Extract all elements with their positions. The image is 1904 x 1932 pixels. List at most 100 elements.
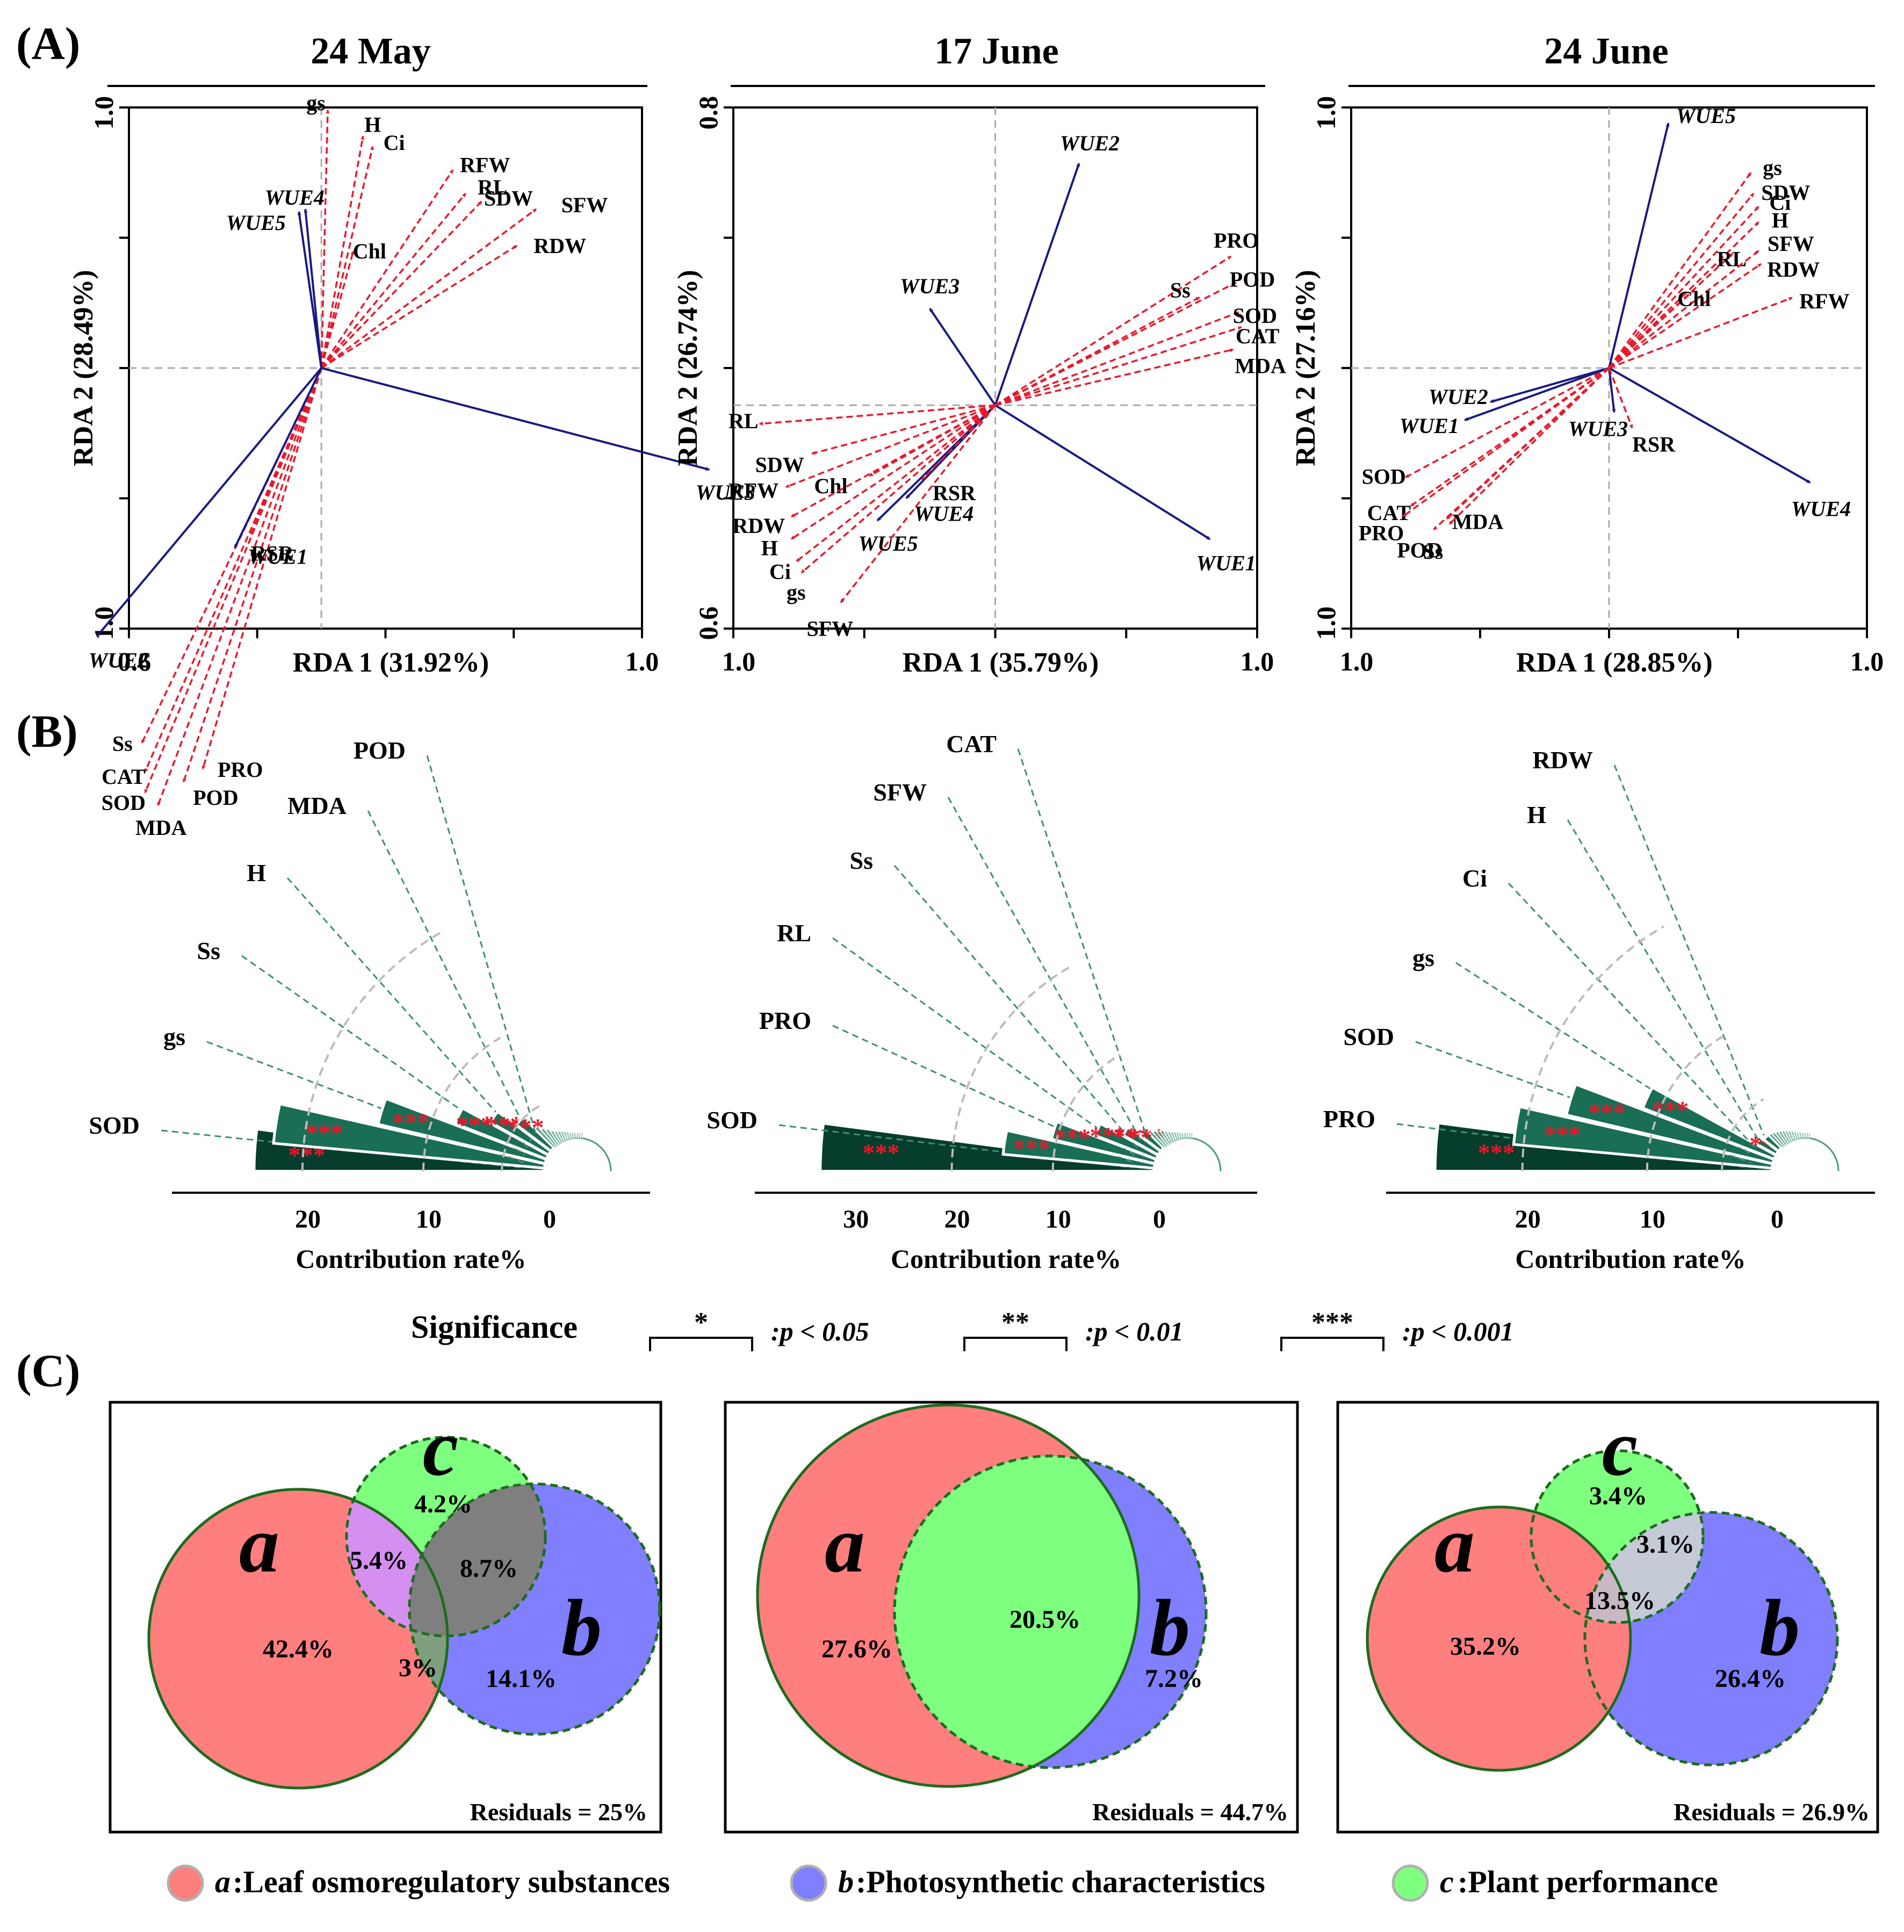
contribution-tick-20: 20: [944, 1205, 970, 1234]
leader-line-rdw: [1613, 765, 1765, 1136]
venn-outline-a: [1366, 1505, 1632, 1772]
vector-label-mda: MDA: [135, 816, 187, 840]
contribution-axis-label: Contribution rate%: [1515, 1244, 1746, 1274]
venn-frame: [724, 1401, 1299, 1834]
contribution-tick-0: 0: [1153, 1205, 1166, 1234]
contribution-tick-10: 10: [416, 1205, 442, 1234]
y-tick-label-min: 0.6: [693, 607, 723, 640]
contribution-label-gs: gs: [1412, 944, 1434, 971]
leader-line-h: [286, 877, 529, 1149]
legend-key-c: c: [1440, 1864, 1454, 1899]
vector-label-wue3: WUE3: [900, 274, 960, 298]
reference-ring: [950, 966, 1070, 1172]
region-value: 3%: [399, 1654, 437, 1682]
significance-stars: ***: [1651, 1096, 1689, 1123]
vector-ci: [1608, 206, 1759, 369]
significance-stars: ***: [306, 1119, 343, 1146]
y-tick-label-min: 1.0: [1311, 607, 1341, 640]
vector-chl: [1608, 289, 1695, 369]
leader-line-rl: [832, 937, 1136, 1156]
legend-swatch-a: [167, 1864, 204, 1902]
venn-24-may: a b c 42.4% 5.4%4.2% 8.7% 3% 14.1% Residuals = 2…: [109, 1401, 662, 1834]
region-value: 13.5%: [1584, 1587, 1655, 1615]
significance-bracket: [649, 1337, 753, 1351]
vector-label-wue5: WUE5: [1676, 104, 1736, 128]
x-tick-label-min: 0.6: [118, 646, 152, 676]
legend-swatch-c: [1391, 1864, 1429, 1902]
vector-label-rl: RL: [478, 175, 508, 199]
significance-stars: **: [1001, 1307, 1029, 1338]
significance-stars: ***: [1589, 1098, 1626, 1126]
vector-label-rdw: RDW: [732, 514, 785, 538]
legend-text-b: :Photosynthetic characteristics: [856, 1864, 1265, 1899]
residuals: Residuals = 26.9%: [1674, 1798, 1870, 1826]
vector-label-chl: Chl: [1677, 287, 1711, 311]
region-value: 42.4%: [263, 1635, 334, 1663]
vector-label-wue4: WUE4: [914, 502, 973, 526]
vector-wue2: [96, 367, 322, 637]
plot-title: 17 June: [934, 31, 1058, 72]
leader-line-sod: [778, 1124, 1133, 1169]
leader-line-sfw: [947, 797, 1142, 1142]
vector-rdw: [790, 404, 996, 518]
vector-label-rsr: RSR: [933, 481, 976, 505]
vector-label-rfw: RFW: [460, 153, 510, 177]
panel-label-c: (C): [16, 1345, 80, 1396]
vector-wue5: [876, 404, 996, 522]
residuals: Residuals = 44.7%: [1092, 1798, 1288, 1826]
vector-label-sfw: SFW: [807, 617, 854, 641]
legend-text-c: :Plant performance: [1458, 1864, 1718, 1899]
set-letter-b: b: [1150, 1583, 1190, 1673]
leader-line-ci: [1508, 882, 1756, 1149]
contribution-tick-30: 30: [843, 1205, 869, 1234]
vector-wue1: [1465, 367, 1610, 420]
reference-ring: [1521, 925, 1664, 1172]
set-letter-c: c: [1602, 1403, 1638, 1493]
vector-ci: [320, 147, 373, 369]
venn-outline-a: [147, 1488, 449, 1790]
vector-label-wue4: WUE4: [265, 185, 324, 210]
significance-bracket: [1280, 1337, 1384, 1351]
vector-sod: [1404, 367, 1610, 479]
venn-outline-c: [345, 1436, 547, 1638]
region-value: 3.1%: [1636, 1530, 1694, 1559]
vector-sod: [994, 312, 1239, 406]
vector-label-wue1: WUE1: [1400, 414, 1459, 438]
region-value: 3.4%: [1589, 1482, 1647, 1510]
significance-legend: Significance *:p < 0.05 **:p < 0.01 ***:p <…: [411, 1307, 1514, 1351]
vector-sfw: [321, 208, 537, 369]
significance-stars: ***: [1311, 1307, 1353, 1338]
venn-outline-a: [756, 1403, 1141, 1788]
significance-stars: ***: [1478, 1138, 1515, 1166]
vector-label-ci: Ci: [384, 131, 405, 155]
y-axis-label: RDA 2 (27.16%): [1290, 270, 1321, 466]
contribution-tick-0: 0: [543, 1205, 556, 1234]
vector-label-wue3: WUE3: [1568, 416, 1628, 441]
vector-rfw: [320, 169, 454, 369]
x-axis-label: RDA 1 (35.79%): [903, 647, 1099, 678]
region-value: 26.4%: [1715, 1664, 1786, 1693]
vector-label-ss: Ss: [1423, 539, 1443, 564]
rda-biplot-24-may: 24 May 0.6 1.0 1.0 1.0 RDA 1 (31.92%) RDA 2 (2…: [68, 31, 755, 840]
minor-contribution-bar: [580, 1132, 584, 1139]
region-value: 4.2%: [414, 1490, 472, 1518]
vector-label-gs: gs: [306, 91, 326, 115]
minor-contribution-bar: [1801, 1132, 1805, 1139]
significance-bracket: [963, 1337, 1068, 1351]
minor-contribution-bar: [578, 1132, 582, 1139]
vector-label-ss: Ss: [1170, 278, 1191, 302]
contribution-axis-label: Contribution rate%: [295, 1244, 526, 1274]
vector-label-chl: Chl: [814, 474, 847, 498]
vector-pro: [1402, 367, 1610, 517]
vector-label-h: H: [1772, 208, 1788, 232]
contribution-label-ss: Ss: [197, 937, 220, 964]
vector-pod: [1433, 367, 1610, 530]
vector-rsr: [251, 367, 322, 535]
contribution-label-ci: Ci: [1462, 864, 1487, 892]
plot-title: 24 June: [1544, 31, 1668, 72]
vector-label-rsr: RSR: [1632, 432, 1676, 457]
vector-ss: [1448, 367, 1610, 525]
y-tick-label-min: 1.0: [89, 607, 119, 640]
contribution-chart-24-june: 20 10 0 Contribution rate% *** PRO *** SOD *** gs…: [1323, 746, 1875, 1274]
contribution-axis-label: Contribution rate%: [891, 1244, 1121, 1274]
